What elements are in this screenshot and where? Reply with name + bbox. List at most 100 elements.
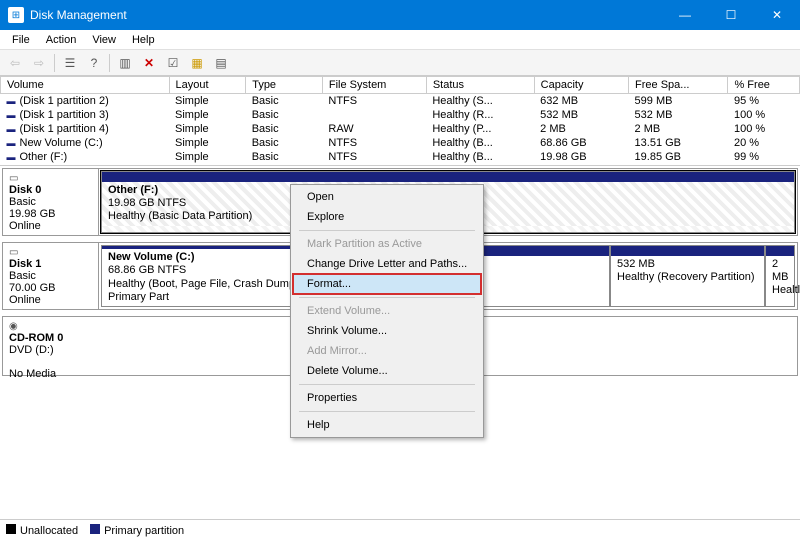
context-menu-item[interactable]: Open [293,187,481,207]
forward-icon[interactable]: ⇨ [28,52,50,74]
cell [322,108,426,122]
context-menu-item[interactable]: Shrink Volume... [293,321,481,341]
context-menu-item[interactable]: Help [293,415,481,435]
menu-help[interactable]: Help [124,32,163,48]
context-menu-item: Add Mirror... [293,341,481,361]
disk1-partition[interactable]: 2 MBHealtl [765,245,795,307]
cell: (Disk 1 partition 3) [1,108,170,122]
legend-unalloc-label: Unallocated [20,525,78,537]
back-icon[interactable]: ⇦ [4,52,26,74]
refresh-icon[interactable]: ☰ [59,52,81,74]
toolbar-sep [109,54,110,72]
cell: Simple [169,122,246,136]
cell: RAW [322,122,426,136]
view2-icon[interactable]: ▤ [210,52,232,74]
cell: Healthy (P... [426,122,534,136]
legend-primary-label: Primary partition [104,525,184,537]
context-menu-item[interactable]: Explore [293,207,481,227]
cell: 2 MB [534,122,628,136]
partition-stripe [102,172,794,182]
context-menu-item[interactable]: Properties [293,388,481,408]
cell: 100 % [728,108,800,122]
table-row[interactable]: (Disk 1 partition 2)SimpleBasicNTFSHealt… [1,94,800,109]
menu-file[interactable]: File [4,32,38,48]
cell: 13.51 GB [629,136,728,150]
cell: 632 MB [534,94,628,109]
cell: NTFS [322,136,426,150]
close-button[interactable]: ✕ [754,0,800,30]
cell: 532 MB [629,108,728,122]
menu-view[interactable]: View [84,32,124,48]
disk-icon: ▭ [9,173,92,184]
column-header[interactable]: Capacity [534,77,628,94]
context-menu-separator [299,384,475,385]
cell: NTFS [322,150,426,164]
cell: Basic [246,150,323,164]
column-header[interactable]: Type [246,77,323,94]
minimize-button[interactable]: — [662,0,708,30]
disk0-info[interactable]: ▭ Disk 0 Basic 19.98 GB Online [3,169,99,235]
cell: Simple [169,150,246,164]
toolbar: ⇦ ⇨ ☰ ? ▥ ✕ ☑ ▦ ▤ [0,50,800,76]
swatch-primary [90,524,100,534]
cell: Basic [246,136,323,150]
help-icon[interactable]: ? [83,52,105,74]
part-stat: Healthy (Basic Data Partition) [108,210,252,222]
cell: Basic [246,122,323,136]
settings-icon[interactable]: ▥ [114,52,136,74]
cdrom-info[interactable]: ◉ CD-ROM 0 DVD (D:) No Media [3,317,99,375]
context-menu-item: Mark Partition as Active [293,234,481,254]
toolbar-sep [54,54,55,72]
cell: Simple [169,136,246,150]
table-row[interactable]: (Disk 1 partition 3)SimpleBasicHealthy (… [1,108,800,122]
partition-stripe [611,246,764,256]
cell: Healthy (B... [426,150,534,164]
context-menu-item[interactable]: Delete Volume... [293,361,481,381]
menu-action[interactable]: Action [38,32,85,48]
cell: New Volume (C:) [1,136,170,150]
cell: 100 % [728,122,800,136]
partition-label: New Volume (C:)68.86 GB NTFSHealthy (Boo… [102,249,317,306]
context-menu-item: Extend Volume... [293,301,481,321]
context-menu-separator [299,230,475,231]
cell: Other (F:) [1,150,170,164]
disk1-partition[interactable]: New Volume (C:)68.86 GB NTFSHealthy (Boo… [101,245,318,307]
column-header[interactable]: % Free [728,77,800,94]
cell: Simple [169,94,246,109]
delete-icon[interactable]: ✕ [138,52,160,74]
cdrom-name: CD-ROM 0 [9,332,93,344]
swatch-unallocated [6,524,16,534]
disk1-type: Basic [9,270,92,282]
cell: 19.98 GB [534,150,628,164]
menubar: File Action View Help [0,30,800,50]
cell: Healthy (B... [426,136,534,150]
disk1-name: Disk 1 [9,258,92,270]
column-header[interactable]: Volume [1,77,170,94]
context-menu-item[interactable]: Format... [293,274,481,294]
cell: Basic [246,108,323,122]
table-row[interactable]: New Volume (C:)SimpleBasicNTFSHealthy (B… [1,136,800,150]
disk0-size: 19.98 GB [9,208,92,220]
disk1-partition[interactable]: 532 MBHealthy (Recovery Partition) [610,245,765,307]
titlebar: ⊞ Disk Management — ☐ ✕ [0,0,800,30]
column-header[interactable]: Layout [169,77,246,94]
cell: (Disk 1 partition 4) [1,122,170,136]
column-header[interactable]: Free Spa... [629,77,728,94]
disk1-size: 70.00 GB [9,282,92,294]
table-row[interactable]: (Disk 1 partition 4)SimpleBasicRAWHealth… [1,122,800,136]
context-menu-item[interactable]: Change Drive Letter and Paths... [293,254,481,274]
cell: 532 MB [534,108,628,122]
cell: Basic [246,94,323,109]
disk-icon: ▭ [9,247,92,258]
maximize-button[interactable]: ☐ [708,0,754,30]
context-menu-separator [299,297,475,298]
cell: Simple [169,108,246,122]
column-header[interactable]: File System [322,77,426,94]
cd-icon: ◉ [9,321,93,332]
disk1-info[interactable]: ▭ Disk 1 Basic 70.00 GB Online [3,243,99,309]
column-header[interactable]: Status [426,77,534,94]
cell: (Disk 1 partition 2) [1,94,170,109]
view1-icon[interactable]: ▦ [186,52,208,74]
properties-icon[interactable]: ☑ [162,52,184,74]
table-row[interactable]: Other (F:)SimpleBasicNTFSHealthy (B...19… [1,150,800,164]
